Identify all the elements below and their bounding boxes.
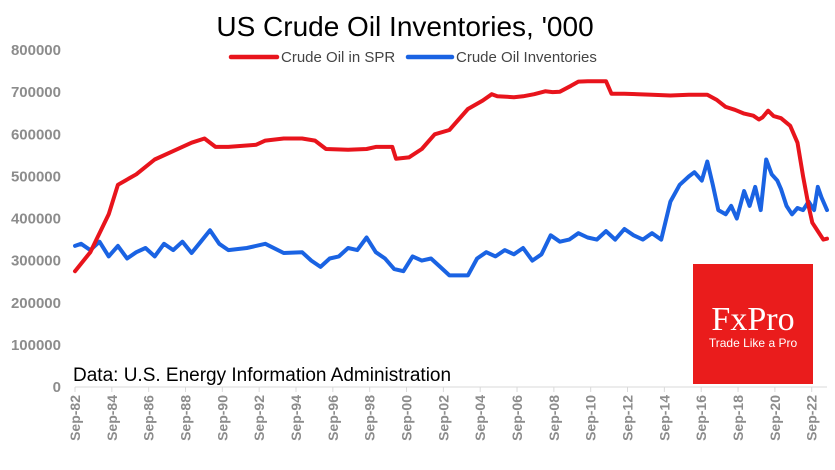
chart-title: US Crude Oil Inventories, '000 <box>216 11 593 42</box>
x-tick-label: Sep-14 <box>656 395 672 441</box>
legend-entry-inventories: Crude Oil Inventories <box>405 49 597 66</box>
x-tick-label: Sep-10 <box>583 395 599 441</box>
x-tick-label: Sep-88 <box>178 395 194 441</box>
x-tick-label: Sep-98 <box>362 395 378 441</box>
x-tick-label: Sep-12 <box>620 395 636 441</box>
y-tick-label: 100000 <box>11 337 61 354</box>
legend-label-inventories: Crude Oil Inventories <box>456 49 597 66</box>
x-tick-label: Sep-00 <box>399 395 415 441</box>
x-tick-label: Sep-94 <box>288 395 304 441</box>
x-tick-label: Sep-84 <box>104 395 120 441</box>
logo-tagline: Trade Like a Pro <box>709 336 798 350</box>
x-tick-label: Sep-18 <box>730 395 746 441</box>
source-note: Data: U.S. Energy Information Administra… <box>73 365 451 386</box>
legend-label-spr: Crude Oil in SPR <box>281 49 395 66</box>
x-tick-label: Sep-92 <box>251 395 267 441</box>
x-tick-label: Sep-08 <box>546 395 562 441</box>
series-line-spr <box>73 79 829 274</box>
y-tick-label: 800000 <box>11 42 61 59</box>
legend-entry-spr: Crude Oil in SPR <box>228 49 395 66</box>
x-tick-label: Sep-04 <box>472 395 488 441</box>
x-tick-label: Sep-22 <box>804 395 820 441</box>
y-axis: 800000 700000 600000 500000 400000 300000 2000… <box>11 42 61 396</box>
logo-brand: FxPro <box>711 301 794 338</box>
series-layer <box>73 79 829 278</box>
logo-background <box>693 264 813 384</box>
legend: Crude Oil in SPR Crude Oil Inventories <box>228 49 597 66</box>
y-tick-label: 700000 <box>11 84 61 101</box>
x-tick-label: Sep-90 <box>214 395 230 441</box>
x-tick-label: Sep-02 <box>435 395 451 441</box>
y-tick-label: 300000 <box>11 253 61 270</box>
series-line-inventories <box>73 157 829 278</box>
x-axis: Sep-82 Sep-84 Sep-86 Sep-88 Sep-90 Sep-92 Sep-… <box>67 387 820 441</box>
x-tick-label: Sep-86 <box>141 395 157 441</box>
x-tick-label: Sep-82 <box>67 395 83 441</box>
y-tick-label: 500000 <box>11 168 61 185</box>
y-tick-label: 600000 <box>11 126 61 143</box>
x-tick-label: Sep-96 <box>325 395 341 441</box>
x-tick-label: Sep-06 <box>509 395 525 441</box>
fxpro-logo: FxPro Trade Like a Pro <box>693 264 813 384</box>
x-tick-label: Sep-16 <box>693 395 709 441</box>
y-tick-label: 400000 <box>11 211 61 228</box>
x-tick-label: Sep-20 <box>767 395 783 441</box>
y-tick-label: 0 <box>53 379 61 396</box>
y-tick-label: 200000 <box>11 295 61 312</box>
